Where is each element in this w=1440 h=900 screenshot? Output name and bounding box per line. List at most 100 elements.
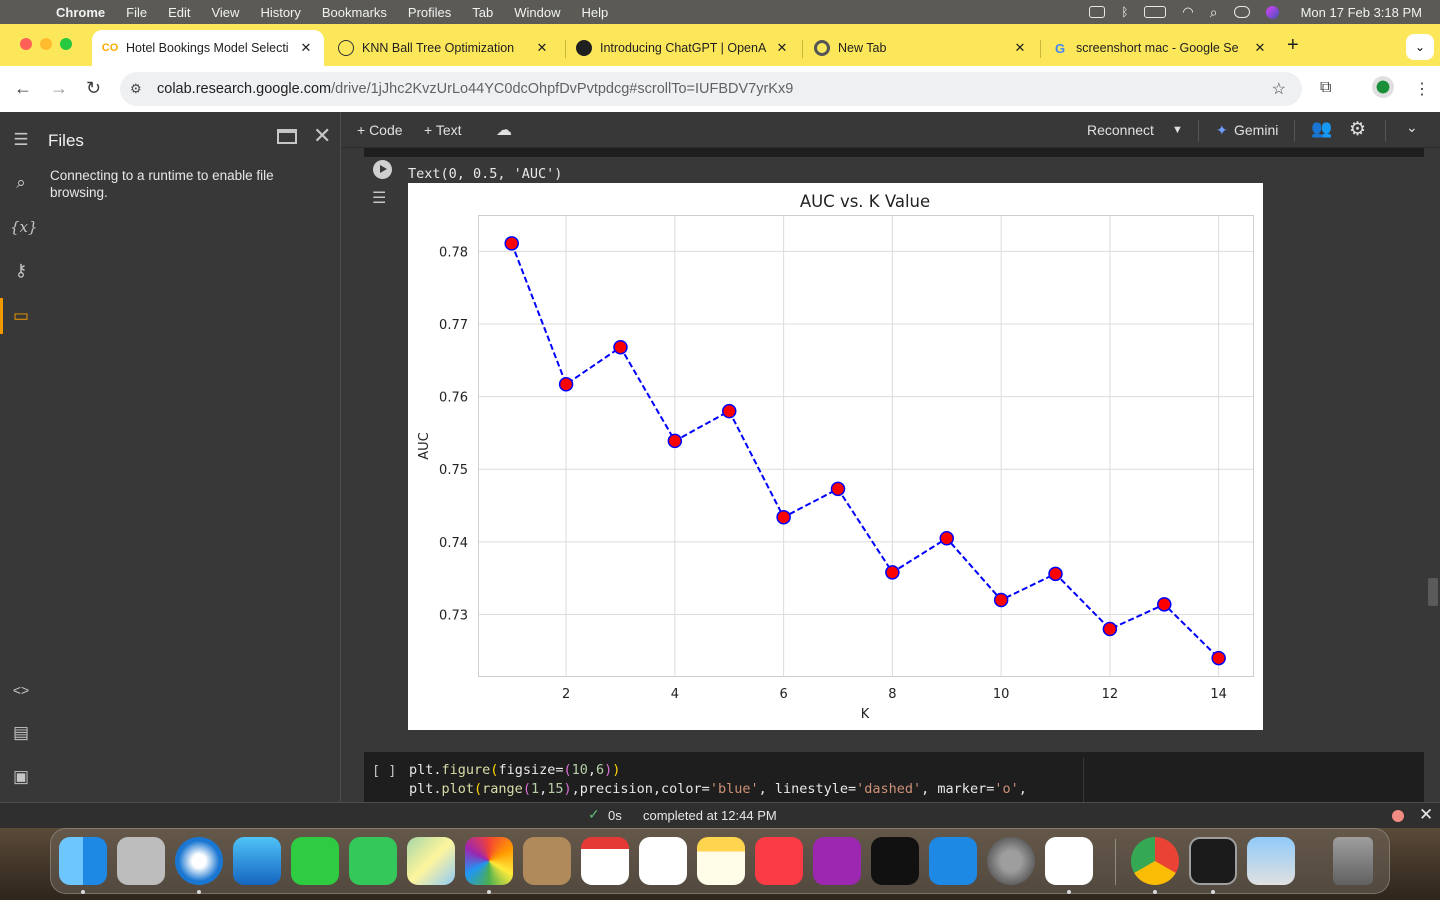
- execution-status-text[interactable]: completed at 12:44 PM: [643, 808, 777, 823]
- vscode-icon[interactable]: [1045, 837, 1093, 885]
- add-text-cell-button[interactable]: + Text: [424, 122, 462, 138]
- reload-icon[interactable]: ↻: [86, 78, 102, 98]
- new-tab-icon[interactable]: +: [1287, 34, 1299, 56]
- app-store-icon[interactable]: [929, 837, 977, 885]
- output-options-icon[interactable]: ☰: [372, 190, 387, 207]
- run-cell-play-icon[interactable]: [373, 160, 392, 179]
- terminal-icon[interactable]: ▣: [12, 767, 30, 786]
- tab-screenshort-mac[interactable]: G screenshort mac - Google Se ✕: [1042, 30, 1278, 66]
- minimize-window-button[interactable]: [40, 38, 52, 50]
- gemini-sparkle-icon[interactable]: ✦: [1216, 122, 1228, 138]
- data-point-marker: [1211, 650, 1226, 666]
- menu-file[interactable]: File: [126, 4, 148, 20]
- profile-avatar-icon[interactable]: [1372, 76, 1394, 98]
- siri-icon[interactable]: [1265, 5, 1279, 19]
- terminal-dock-icon[interactable]: [1189, 837, 1237, 885]
- dock-separator: [1115, 839, 1116, 885]
- code-cell[interactable]: [ ] plt.figure(figsize=(10,6)) plt.plot(…: [364, 752, 1424, 802]
- battery-icon[interactable]: [1144, 6, 1167, 18]
- apple-icon[interactable]: [18, 4, 32, 20]
- podcasts-icon[interactable]: [813, 837, 861, 885]
- menu-bookmarks[interactable]: Bookmarks: [321, 4, 387, 20]
- recording-dot-icon[interactable]: [1392, 810, 1404, 822]
- menubar-clock[interactable]: Mon 17 Feb 3:18 PM: [1300, 4, 1422, 20]
- notebook-content[interactable]: ☰ Text(0, 0.5, 'AUC') AUC vs. K Value 0.…: [342, 148, 1440, 802]
- close-tab-icon[interactable]: ✕: [776, 40, 788, 55]
- settings-gear-icon[interactable]: ⚙: [1349, 119, 1367, 140]
- apple-tv-icon[interactable]: [871, 837, 919, 885]
- tab-hotel-bookings[interactable]: CO Hotel Bookings Model Selecti ✕: [92, 30, 324, 66]
- files-folder-icon[interactable]: ▭: [12, 306, 30, 325]
- code-snippets-icon[interactable]: <>: [12, 682, 30, 698]
- open-in-window-icon[interactable]: [277, 129, 297, 144]
- menu-history[interactable]: History: [260, 4, 301, 20]
- tab-knn-ball-tree[interactable]: KNN Ball Tree Optimization ✕: [328, 30, 560, 66]
- messages-icon[interactable]: [349, 837, 397, 885]
- reminders-icon[interactable]: [639, 837, 687, 885]
- search-icon[interactable]: ⌕: [16, 173, 26, 192]
- code-line-1[interactable]: plt.figure(figsize=(10,6)): [409, 762, 621, 778]
- extensions-puzzle-icon[interactable]: ⧉: [1320, 79, 1332, 96]
- contacts-icon[interactable]: [523, 837, 571, 885]
- trash-icon[interactable]: [1333, 837, 1373, 885]
- launchpad-icon[interactable]: [117, 837, 165, 885]
- menu-profiles[interactable]: Profiles: [407, 4, 452, 20]
- photos-icon[interactable]: [465, 837, 513, 885]
- menu-edit[interactable]: Edit: [168, 4, 191, 20]
- keyboard-icon[interactable]: [1089, 6, 1106, 18]
- address-bar[interactable]: ⚙ colab.research.google.com/drive/1jJhc2…: [120, 72, 1302, 106]
- maps-icon[interactable]: [407, 837, 455, 885]
- secrets-key-icon[interactable]: ⚷: [14, 261, 28, 280]
- tab-new-tab[interactable]: New Tab ✕: [804, 30, 1038, 66]
- menu-window[interactable]: Window: [514, 4, 561, 20]
- close-tab-icon[interactable]: ✕: [1014, 40, 1026, 55]
- wifi-icon[interactable]: ◠: [1182, 4, 1194, 19]
- tab-introducing-chatgpt[interactable]: Introducing ChatGPT | OpenA ✕: [566, 30, 800, 66]
- site-info-icon[interactable]: ⚙: [130, 81, 142, 96]
- code-line-2[interactable]: plt.plot(range(1,15),precision,color='bl…: [409, 781, 1027, 797]
- reconnect-button[interactable]: Reconnect: [1087, 122, 1154, 138]
- preview-icon[interactable]: [1247, 837, 1295, 885]
- bluetooth-off-icon[interactable]: ᛒ: [1121, 5, 1129, 19]
- close-status-icon[interactable]: ✕: [1419, 805, 1434, 824]
- safari-icon[interactable]: [175, 837, 223, 885]
- close-tab-icon[interactable]: ✕: [1254, 40, 1266, 55]
- control-center-icon[interactable]: [1233, 6, 1250, 18]
- menu-help[interactable]: Help: [581, 4, 609, 20]
- menu-chrome[interactable]: Chrome: [56, 4, 106, 20]
- chrome-dock-icon[interactable]: [1131, 837, 1179, 885]
- system-settings-icon[interactable]: [987, 837, 1035, 885]
- notebook-scrollbar[interactable]: [1428, 578, 1438, 606]
- table-of-contents-icon[interactable]: ☰: [13, 130, 29, 149]
- variables-icon[interactable]: {x}: [10, 218, 38, 236]
- command-palette-icon[interactable]: ▤: [12, 723, 30, 742]
- close-tab-icon[interactable]: ✕: [300, 40, 312, 55]
- forward-arrow-icon[interactable]: →: [50, 78, 68, 98]
- spotlight-search-icon[interactable]: ⌕: [1209, 3, 1218, 20]
- bookmark-star-icon[interactable]: ☆: [1271, 81, 1286, 98]
- menu-tab[interactable]: Tab: [472, 4, 494, 20]
- collapse-header-chevron-icon[interactable]: ⌄: [1406, 119, 1418, 135]
- runtime-dropdown-chevron-icon[interactable]: ▼: [1172, 124, 1183, 136]
- finder-icon[interactable]: [59, 837, 107, 885]
- zoom-window-button[interactable]: [60, 38, 72, 50]
- chrome-menu-kebab-icon[interactable]: ⋮: [1414, 81, 1430, 98]
- mail-icon[interactable]: [233, 837, 281, 885]
- cell-execution-bracket[interactable]: [ ]: [372, 763, 397, 779]
- close-window-button[interactable]: [20, 38, 32, 50]
- tab-search-chevron-icon[interactable]: ⌄: [1406, 34, 1434, 60]
- notes-icon[interactable]: [697, 837, 745, 885]
- gemini-button[interactable]: Gemini: [1234, 122, 1279, 138]
- drive-cloud-icon[interactable]: ☁: [496, 122, 512, 139]
- close-panel-icon[interactable]: ✕: [313, 123, 332, 148]
- share-people-icon[interactable]: 👥: [1311, 119, 1333, 138]
- add-code-cell-button[interactable]: + Code: [357, 122, 403, 138]
- facetime-icon[interactable]: [291, 837, 339, 885]
- address-url[interactable]: colab.research.google.com/drive/1jJhc2Kv…: [157, 81, 793, 97]
- close-tab-icon[interactable]: ✕: [536, 40, 548, 55]
- back-arrow-icon[interactable]: ←: [14, 78, 32, 98]
- menu-view[interactable]: View: [211, 4, 240, 20]
- music-icon[interactable]: [755, 837, 803, 885]
- calendar-icon[interactable]: [581, 837, 629, 885]
- colab-app: ☰ ⌕ {x} ⚷ ▭ <> ▤ ▣ Files ✕ Connecting to…: [0, 112, 1440, 802]
